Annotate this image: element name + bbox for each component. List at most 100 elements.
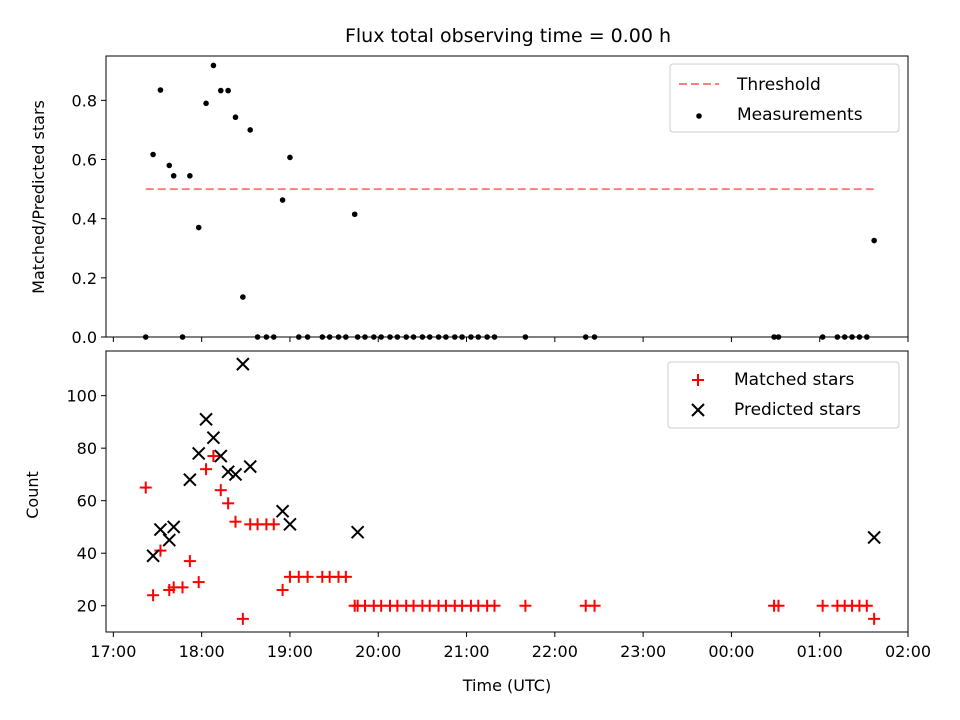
matched-star-point <box>154 544 167 557</box>
bottom-y-axis-label: Count <box>23 471 42 519</box>
predicted-star-point <box>275 504 290 518</box>
matched-star-point <box>488 599 501 612</box>
matched-star-point <box>276 583 289 596</box>
measurement-point <box>170 172 177 179</box>
top-y-tick-label: 0.8 <box>72 91 97 110</box>
top-y-tick-label: 0.0 <box>72 328 97 347</box>
bottom-x-tick-label: 17:00 <box>90 642 136 661</box>
matched-star-point <box>192 576 205 589</box>
measurement-point <box>871 237 877 244</box>
measurement-point <box>247 127 254 133</box>
measurement-point <box>287 154 293 161</box>
matched-star-point <box>229 515 242 528</box>
matched-star-point <box>207 450 220 463</box>
top-x-ticks <box>112 337 909 342</box>
matched-star-point <box>860 599 873 612</box>
bottom-panel: Count 20 40 60 80 100 17:00 18:00 19:00 20:00 21… <box>23 350 931 695</box>
legend-predicted-label: Predicted stars <box>734 400 861 420</box>
bottom-x-tick-label: 20:00 <box>355 642 401 661</box>
predicted-star-point <box>146 549 160 563</box>
predicted-star-point <box>228 467 243 482</box>
predicted-star-point <box>192 446 206 461</box>
top-y-ticks: 0.0 0.2 0.4 0.6 0.8 <box>72 91 106 347</box>
measurement-point <box>351 211 358 218</box>
top-panel: Matched/Predicted stars 0.00.20.40.60.8 … <box>29 55 909 347</box>
top-legend-box <box>669 63 900 133</box>
bottom-y-tick-label: 40 <box>77 544 97 563</box>
predicted-star-point <box>206 430 221 445</box>
top-legend: Threshold Measurements <box>669 63 900 133</box>
predicted-star-point <box>153 522 168 537</box>
bottom-axes-frame <box>105 350 909 633</box>
measurement-point <box>217 87 224 94</box>
matched-star-point <box>176 581 189 594</box>
bottom-x-tick-label: 23:00 <box>620 642 666 661</box>
measurement-point <box>166 162 173 169</box>
bottom-x-axis-label: Time (UTC) <box>462 676 551 695</box>
legend-predicted-swatch <box>691 403 705 417</box>
legend-threshold-label: Threshold <box>736 75 821 95</box>
matched-star-point <box>214 484 227 497</box>
bottom-legend-box <box>667 361 900 429</box>
bottom-x-tick-label: 19:00 <box>267 642 313 661</box>
predicted-star-point <box>183 472 197 487</box>
bottom-x-tick-label: 18:00 <box>179 642 225 661</box>
predicted-star-point <box>243 459 257 474</box>
matched-star-point <box>868 612 881 625</box>
measurement-point <box>225 87 231 94</box>
bottom-y-ticks: 20 40 60 80 100 <box>66 387 106 616</box>
measurement-point <box>279 197 286 203</box>
bottom-plot-area <box>139 357 881 625</box>
top-y-tick-label: 0.4 <box>72 210 97 229</box>
predicted-star-point <box>214 449 228 463</box>
matched-star-point <box>772 599 785 612</box>
matched-star-point <box>588 599 601 612</box>
predicted-star-point <box>166 520 181 534</box>
top-y-tick-label: 0.6 <box>72 151 97 170</box>
bottom-y-tick-label: 100 <box>66 387 97 406</box>
bottom-y-tick-label: 80 <box>77 439 97 458</box>
measurement-point <box>232 114 239 121</box>
predicted-star-point <box>283 517 297 532</box>
measurement-point <box>203 100 209 107</box>
legend-measurements-label: Measurements <box>737 105 863 125</box>
matched-star-point <box>183 555 196 568</box>
measurement-point <box>210 62 217 69</box>
legend-matched-swatch <box>692 374 704 386</box>
measurement-point <box>187 172 193 179</box>
measurement-point <box>240 294 246 300</box>
matched-star-point <box>339 570 352 583</box>
matched-star-point <box>222 497 235 510</box>
top-axes-frame <box>105 55 909 338</box>
matched-star-point <box>301 570 314 583</box>
measurement-point <box>150 151 156 158</box>
bottom-legend: Matched stars Predicted stars <box>667 361 900 429</box>
predicted-star-point <box>867 530 881 545</box>
predicted-star-point <box>221 465 235 479</box>
predicted-star-point <box>236 357 250 371</box>
predicted-star-point <box>199 412 213 426</box>
bottom-x-tick-label: 02:00 <box>885 642 931 661</box>
bottom-x-tick-label: 00:00 <box>708 642 754 661</box>
matched-star-point <box>519 599 532 612</box>
matched-star-point <box>267 518 280 531</box>
bottom-x-tick-label: 21:00 <box>443 642 489 661</box>
bottom-x-ticks: 17:00 18:00 19:00 20:00 21:00 22:00 23:00 00:00… <box>90 632 931 661</box>
matched-star-point <box>139 481 152 494</box>
bottom-y-tick-label: 20 <box>77 597 97 616</box>
matched-star-point <box>816 599 829 612</box>
measurement-point <box>195 224 202 231</box>
predicted-star-point <box>162 533 176 547</box>
bottom-x-tick-label: 22:00 <box>532 642 578 661</box>
top-y-axis-label: Matched/Predicted stars <box>29 100 48 294</box>
matched-star-point <box>236 612 249 625</box>
legend-matched-label: Matched stars <box>734 370 854 390</box>
predicted-star-point <box>350 525 365 539</box>
measurement-point <box>157 87 164 93</box>
matched-star-point <box>147 589 160 602</box>
bottom-y-tick-label: 60 <box>77 492 97 511</box>
matched-star-point <box>200 463 213 476</box>
bottom-x-tick-label: 01:00 <box>797 642 843 661</box>
chart-title: Flux total observing time = 0.00 h <box>345 25 671 47</box>
